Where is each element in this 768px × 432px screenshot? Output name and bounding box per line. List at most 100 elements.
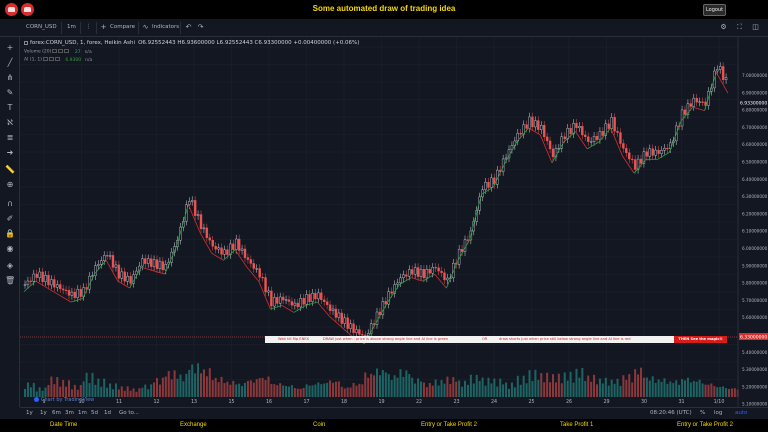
trend-line-icon[interactable]: ╱ — [7, 58, 13, 67]
footer-column[interactable]: Coin — [313, 422, 326, 428]
tradingview-watermark[interactable]: Chart by TradingView — [34, 397, 94, 403]
volume-legend-label[interactable]: Volume (20) — [24, 49, 52, 55]
range-button[interactable]: 1d — [104, 410, 111, 416]
range-button[interactable]: 1y — [26, 410, 33, 416]
arrow-icon[interactable]: ➜ — [6, 148, 14, 157]
volume-bar — [109, 383, 112, 397]
footer-column[interactable]: Entry or Take Profit 2 — [677, 422, 733, 428]
log-toggle[interactable]: log — [714, 410, 723, 416]
ai-line-segment — [715, 72, 729, 94]
undo-icon[interactable]: ↶ — [185, 23, 192, 31]
footer-column[interactable]: Take Profit 1 — [560, 422, 594, 428]
reddit-logo-icon[interactable] — [21, 3, 34, 16]
settings-icon[interactable]: ⚙ — [720, 23, 727, 31]
ai-line-segment — [199, 232, 213, 254]
volume-bar — [217, 382, 220, 397]
legend-eye-icon[interactable] — [42, 57, 48, 61]
range-button[interactable]: 6m — [52, 410, 61, 416]
candle-body — [405, 274, 408, 277]
volume-bar — [637, 374, 640, 397]
price-tick-label: 6.10000000 — [742, 229, 768, 234]
crosshair-icon[interactable]: + — [6, 43, 14, 52]
indicators-icon[interactable]: ∿ — [142, 23, 149, 31]
candle-body — [261, 276, 264, 279]
candle-body — [695, 97, 698, 103]
eye-icon[interactable]: ◉ — [6, 244, 14, 253]
candle-body — [581, 126, 584, 136]
candle-body — [466, 239, 470, 241]
zoom-icon[interactable]: ⊕ — [6, 180, 14, 189]
measure-icon[interactable]: 📏 — [5, 165, 15, 174]
range-button[interactable]: 5d — [91, 410, 98, 416]
volume-bar — [73, 384, 76, 397]
range-button[interactable]: 3m — [65, 410, 74, 416]
symbol-search[interactable]: CORN_USD — [26, 24, 57, 30]
trash-icon[interactable]: 🗑 — [5, 276, 16, 285]
ai-legend-label[interactable]: AI (1, 1) — [24, 57, 42, 63]
legend-close-icon[interactable] — [54, 57, 60, 61]
pattern-icon[interactable]: ℵ — [7, 118, 13, 127]
volume-bar — [194, 373, 197, 397]
volume-bar — [112, 389, 114, 397]
price-chart[interactable]: 7.00000000 6.90000000 6.80000000 6.70000000… — [20, 37, 768, 407]
ai-line-segment — [610, 127, 623, 156]
volume-bar — [681, 379, 684, 397]
compare-icon[interactable]: + — [100, 23, 107, 31]
time-tick-label: 23 — [453, 399, 459, 405]
legend-settings-icon[interactable] — [48, 57, 54, 61]
lock-icon[interactable]: 🔒 — [5, 229, 15, 238]
indicators-button[interactable]: Indicators — [152, 24, 180, 30]
footer-column[interactable]: Entry or Take Profit 2 — [421, 422, 477, 428]
auto-toggle[interactable]: auto — [735, 410, 748, 416]
footer-column[interactable]: Date Time — [50, 422, 78, 428]
logout-button[interactable]: Logout — [703, 4, 726, 16]
compare-button[interactable]: Compare — [110, 24, 135, 30]
reddit-logo-icon[interactable] — [5, 3, 18, 16]
ai-line-segment — [82, 273, 95, 299]
chart-style-icon[interactable]: ⫶ — [87, 23, 90, 31]
range-button[interactable]: 1m — [78, 410, 87, 416]
time-tick-label: 12 — [153, 399, 159, 405]
volume-bar — [405, 370, 408, 397]
candle-body — [648, 148, 651, 157]
candle-body — [343, 317, 346, 324]
volume-bar — [244, 382, 246, 397]
text-icon[interactable]: T — [7, 103, 13, 112]
range-button[interactable]: 1y — [40, 410, 47, 416]
volume-bar — [132, 388, 135, 397]
legend-settings-icon[interactable] — [58, 49, 64, 53]
fullscreen-icon[interactable]: ⛶ — [737, 23, 742, 31]
interval-selector[interactable]: 1m — [67, 24, 76, 30]
clock-display[interactable]: 08:20:46 (UTC) — [650, 410, 692, 416]
magnet-icon[interactable]: ∩ — [7, 199, 13, 208]
layers-icon[interactable]: ◈ — [6, 261, 14, 270]
volume-bar — [531, 380, 534, 397]
banner-part-3: OR — [482, 337, 488, 341]
volume-bar — [167, 371, 170, 397]
price-axis[interactable]: 7.00000000 6.90000000 6.80000000 6.70000000… — [742, 73, 768, 407]
stay-drawing-icon[interactable]: ✐ — [6, 214, 14, 223]
goto-button[interactable]: Go to... — [119, 410, 140, 416]
volume-bar — [443, 383, 446, 397]
volume-bar — [722, 386, 725, 397]
time-tick-label: 30 — [641, 399, 647, 405]
prediction-icon[interactable]: ≣ — [6, 133, 14, 142]
time-axis[interactable]: 9 10 11 12 13 15 16 17 18 19 22 23 24 25 26 29 30 31 1/10 — [42, 399, 724, 405]
legend-eye-icon[interactable] — [52, 49, 58, 53]
redo-icon[interactable]: ↷ — [197, 23, 204, 31]
percent-toggle[interactable]: % — [700, 410, 706, 416]
volume-bar — [689, 382, 692, 397]
volume-bar — [320, 384, 323, 397]
legend-toggle-icon[interactable] — [24, 40, 28, 45]
volume-bar — [593, 374, 596, 397]
brush-icon[interactable]: ✎ — [6, 88, 14, 97]
candle-body — [540, 125, 543, 130]
candle-body — [595, 136, 599, 140]
screenshot-icon[interactable]: ◫ — [752, 23, 759, 31]
legend-series-name[interactable]: forex:CORN_USD, 1, forex, Heikin Ashi — [30, 40, 136, 46]
pitchfork-icon[interactable]: ⋔ — [6, 73, 14, 82]
candle-body — [243, 248, 247, 258]
footer-column[interactable]: Exchange — [180, 422, 207, 428]
volume-bar — [26, 382, 29, 397]
legend-close-icon[interactable] — [64, 49, 70, 53]
